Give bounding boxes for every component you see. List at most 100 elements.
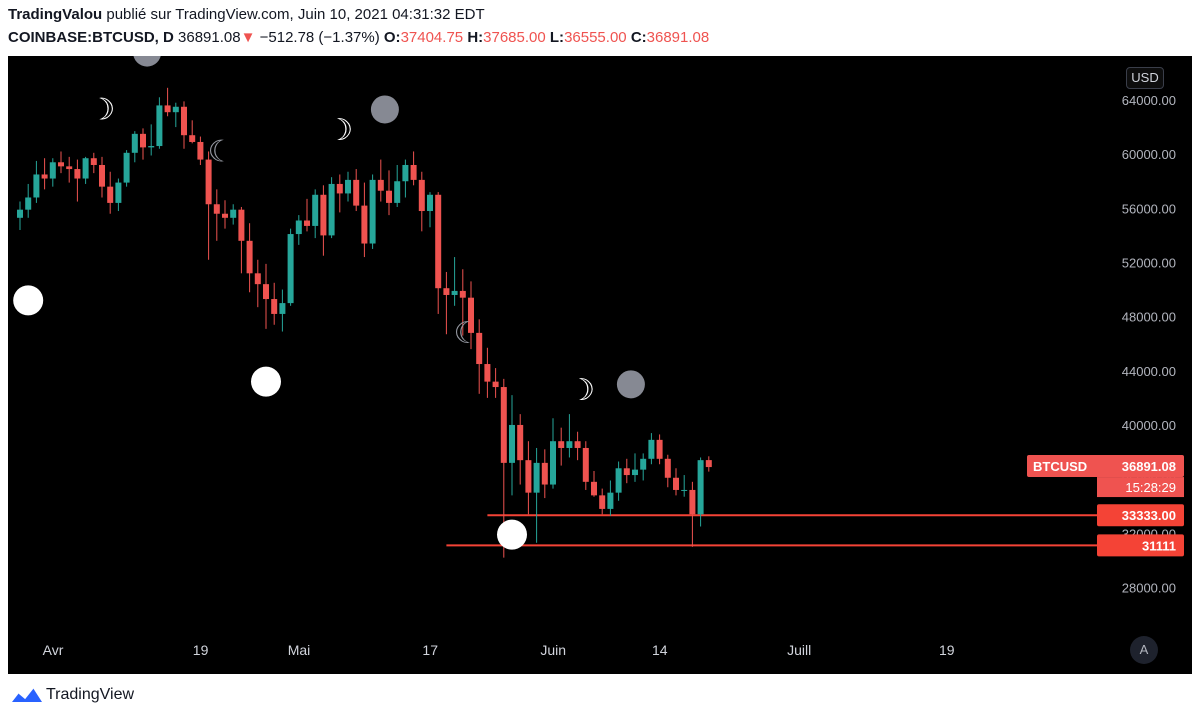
y-axis-tick-label: 64000.00 <box>1122 93 1176 108</box>
candle-body[interactable] <box>517 424 524 461</box>
candle-body[interactable] <box>181 106 187 136</box>
symbol-label[interactable]: COINBASE:BTCUSD, D <box>8 29 174 46</box>
candle-body[interactable] <box>566 441 573 448</box>
first-quarter-moon-icon: ☽ <box>89 92 116 127</box>
candle-body[interactable] <box>500 387 507 463</box>
candle-body[interactable] <box>222 213 228 218</box>
candle-body[interactable] <box>304 220 310 226</box>
candle-body[interactable] <box>468 297 474 333</box>
candle-body[interactable] <box>599 495 606 509</box>
candle-body[interactable] <box>254 273 261 285</box>
candle-body[interactable] <box>525 460 532 493</box>
candle-body[interactable] <box>664 458 671 478</box>
candle-body[interactable] <box>607 492 614 509</box>
candle-body[interactable] <box>230 209 237 218</box>
candle-body[interactable] <box>656 439 663 459</box>
candle-body[interactable] <box>328 183 335 236</box>
candle-body[interactable] <box>189 135 196 142</box>
candle-body[interactable] <box>361 205 368 244</box>
countdown-value: 15:28:29 <box>1125 480 1176 495</box>
candle-body[interactable] <box>140 133 146 148</box>
candle-body[interactable] <box>615 468 622 493</box>
candle-body[interactable] <box>345 179 351 194</box>
candle-body[interactable] <box>205 159 212 205</box>
candle-body[interactable] <box>148 146 155 148</box>
candle-body[interactable] <box>90 158 97 165</box>
candle-body[interactable] <box>115 182 122 203</box>
x-axis-tick-label: Mai <box>288 642 311 658</box>
candle-body[interactable] <box>435 194 442 289</box>
candle-body[interactable] <box>25 197 32 210</box>
candle-body[interactable] <box>17 209 23 218</box>
candle-body[interactable] <box>271 299 278 314</box>
candle-body[interactable] <box>623 468 630 476</box>
candle-body[interactable] <box>558 441 565 448</box>
candle-body[interactable] <box>320 194 327 236</box>
candle-body[interactable] <box>681 489 688 491</box>
candle-body[interactable] <box>41 174 48 179</box>
candle-body[interactable] <box>33 174 40 198</box>
candle-body[interactable] <box>443 288 450 295</box>
candle-body[interactable] <box>402 164 409 182</box>
auto-scale-button[interactable]: A <box>1130 636 1158 664</box>
candle-body[interactable] <box>295 220 302 235</box>
candle-body[interactable] <box>279 303 286 314</box>
author-name[interactable]: TradingValou <box>8 6 103 23</box>
candle-body[interactable] <box>541 462 548 485</box>
candle-body[interactable] <box>427 194 433 212</box>
candle-body[interactable] <box>172 106 179 113</box>
candle-body[interactable] <box>451 290 458 295</box>
candle-body[interactable] <box>377 179 384 191</box>
price-chart[interactable]: ☽ ☽ ☽ ☾ ☾ 64000.00 60000.00 56000.00 52000.00 48… <box>8 56 1192 674</box>
candle-body[interactable] <box>82 158 89 179</box>
candle-body[interactable] <box>238 209 245 241</box>
candle-body[interactable] <box>156 105 163 147</box>
candle-body[interactable] <box>131 133 138 153</box>
candle-body[interactable] <box>574 441 581 448</box>
candle-body[interactable] <box>107 186 114 203</box>
candle-body[interactable] <box>582 447 589 482</box>
candle-body[interactable] <box>591 481 597 496</box>
candle-body[interactable] <box>648 439 655 459</box>
candle-body[interactable] <box>476 332 483 365</box>
candle-body[interactable] <box>394 181 401 203</box>
x-axis-tick-label: Avr <box>43 642 64 658</box>
candle-body[interactable] <box>123 152 130 183</box>
candle-body[interactable] <box>312 194 319 226</box>
candle-body[interactable] <box>164 105 171 113</box>
candle-body[interactable] <box>66 166 73 170</box>
candle-body[interactable] <box>689 489 696 515</box>
candle-body[interactable] <box>246 240 253 274</box>
chart-panel[interactable]: ☽ ☽ ☽ ☾ ☾ 64000.00 60000.00 56000.00 52000.00 48… <box>8 56 1192 674</box>
candle-body[interactable] <box>705 460 712 468</box>
candle-body[interactable] <box>386 190 392 203</box>
candle-body[interactable] <box>213 204 220 214</box>
currency-button[interactable]: USD <box>1126 67 1164 89</box>
candle-body[interactable] <box>99 164 105 187</box>
candle-body[interactable] <box>550 441 556 485</box>
candle-body[interactable] <box>58 162 64 167</box>
x-axis-tick-label: 17 <box>422 642 438 658</box>
first-quarter-moon-icon: ☽ <box>568 373 595 408</box>
price-tag-value: 36891.08 <box>1122 459 1176 474</box>
candle-body[interactable] <box>640 458 647 470</box>
candle-body[interactable] <box>410 164 417 180</box>
candle-body[interactable] <box>49 162 56 179</box>
candle-body[interactable] <box>197 141 204 160</box>
candle-body[interactable] <box>492 381 499 388</box>
candle-body[interactable] <box>369 179 376 244</box>
candle-body[interactable] <box>673 477 679 490</box>
candle-body[interactable] <box>263 284 269 300</box>
candle-body[interactable] <box>509 424 515 463</box>
candle-body[interactable] <box>697 460 704 515</box>
new-moon-icon <box>616 370 645 399</box>
candle-body[interactable] <box>336 183 343 194</box>
candle-body[interactable] <box>533 462 540 493</box>
candle-body[interactable] <box>418 179 425 212</box>
candle-body[interactable] <box>287 234 294 304</box>
candle-body[interactable] <box>632 469 638 476</box>
candle-body[interactable] <box>353 179 360 206</box>
candle-body[interactable] <box>459 290 466 298</box>
candle-body[interactable] <box>74 169 81 179</box>
candle-body[interactable] <box>484 364 491 382</box>
